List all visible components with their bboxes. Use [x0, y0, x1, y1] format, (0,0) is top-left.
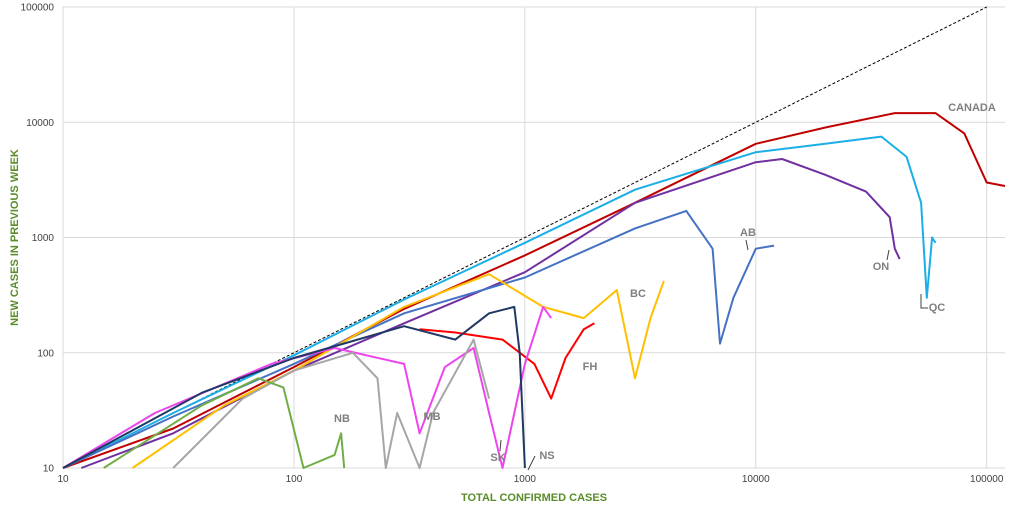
- x-tick-label: 1000: [514, 474, 537, 485]
- x-tick-label: 100000: [970, 474, 1004, 485]
- series-line-mb: [172, 338, 491, 469]
- leader-line-qc: [920, 294, 928, 309]
- series-label-ns: NS: [539, 450, 554, 462]
- series-line-fh: [419, 322, 595, 400]
- x-tick-labels: 10 100 1000 10000 100000: [57, 474, 1003, 485]
- series-lines: [62, 112, 1006, 469]
- gridlines: [62, 6, 1005, 469]
- y-axis-title: NEW CASES IN PREVIOUS WEEK: [9, 149, 21, 326]
- x-tick-label: 10: [57, 474, 69, 485]
- y-tick-label: 1000: [32, 233, 55, 244]
- y-tick-label: 10: [43, 464, 55, 475]
- series-label-qc: QC: [929, 302, 946, 314]
- series-line-ab: [62, 209, 775, 469]
- x-tick-label: 100: [286, 474, 303, 485]
- series-label-sk: SK: [490, 452, 505, 464]
- leader-line-ab: [745, 239, 749, 251]
- series-line-canada: [62, 112, 1006, 469]
- series-label-bc: BC: [630, 288, 646, 300]
- series-line-sk: [62, 305, 553, 469]
- series-label-nb: NB: [334, 413, 350, 425]
- y-tick-label: 100000: [21, 3, 55, 14]
- series-label-canada: CANADA: [948, 102, 996, 114]
- series-labels: CANADA QC ON AB BC FH SK MB NS NB: [334, 102, 996, 471]
- series-line-nb: [103, 377, 346, 469]
- series-label-on: ON: [873, 261, 890, 273]
- leader-line-on: [886, 249, 890, 261]
- y-tick-labels: 10 100 1000 10000 100000: [21, 3, 55, 475]
- series-line-qc: [62, 135, 937, 469]
- x-tick-label: 10000: [742, 474, 770, 485]
- y-tick-label: 10000: [26, 118, 54, 129]
- series-label-fh: FH: [583, 361, 598, 373]
- series-label-mb: MB: [423, 411, 440, 423]
- series-label-ab: AB: [740, 227, 756, 239]
- x-axis-title: TOTAL CONFIRMED CASES: [461, 492, 607, 504]
- series-line-ns: [62, 305, 526, 469]
- leader-line-ns: [527, 455, 536, 471]
- y-tick-label: 100: [37, 348, 54, 359]
- leader-line-sk: [499, 439, 502, 452]
